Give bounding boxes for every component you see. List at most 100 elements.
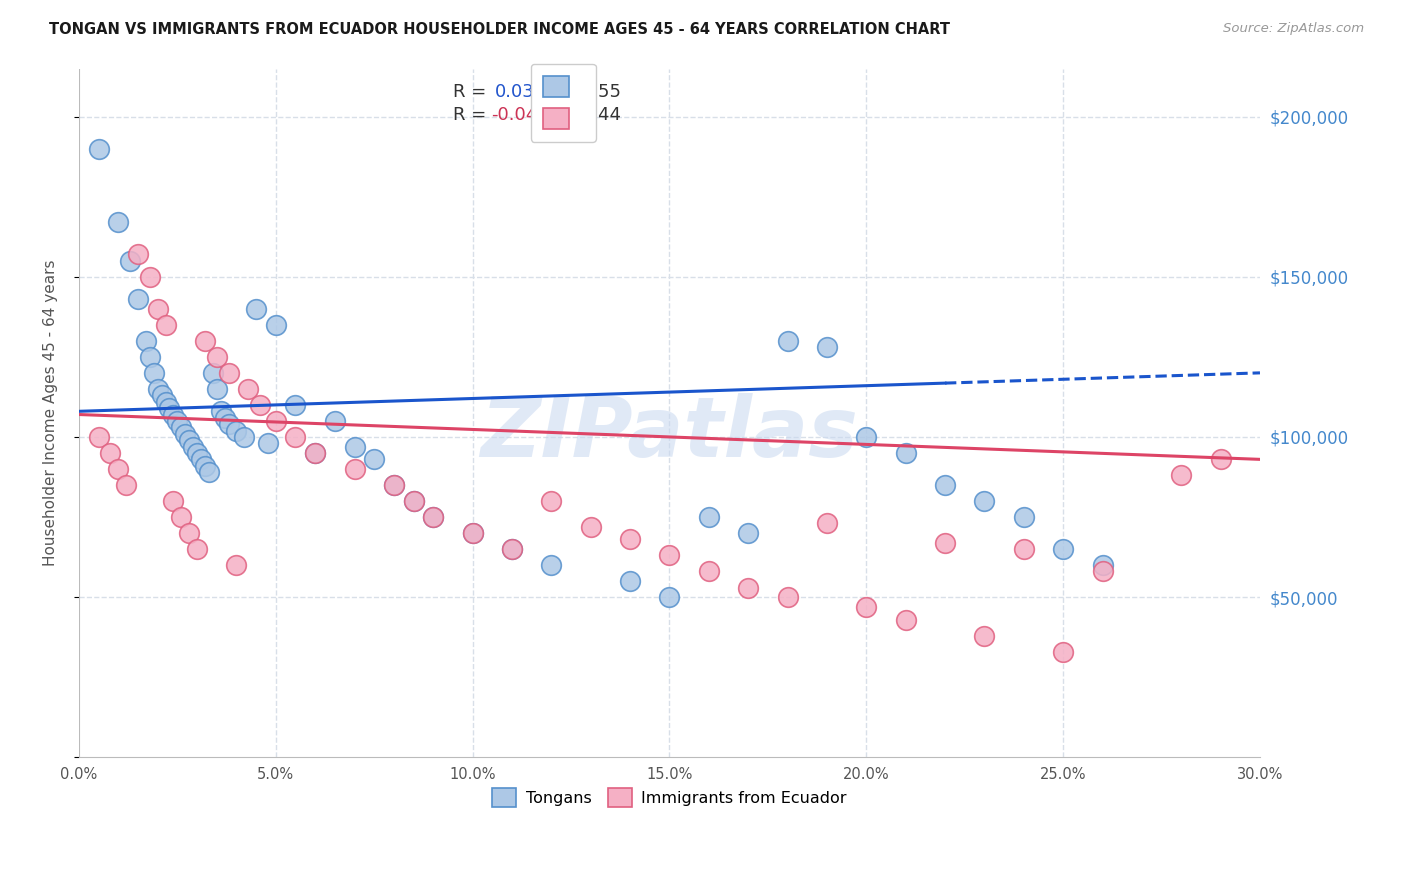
Point [162, 494, 184, 508]
Point [776, 590, 799, 604]
Point [540, 494, 562, 508]
Text: 0.030: 0.030 [495, 83, 546, 101]
Point [186, 542, 208, 557]
Text: Source: ZipAtlas.com: Source: ZipAtlas.com [1223, 22, 1364, 36]
Point [382, 478, 405, 492]
Point [139, 269, 162, 284]
Point [209, 404, 232, 418]
Point [284, 430, 307, 444]
Point [142, 366, 165, 380]
Y-axis label: Householder Income Ages 45 - 64 years: Householder Income Ages 45 - 64 years [44, 260, 58, 566]
Text: TONGAN VS IMMIGRANTS FROM ECUADOR HOUSEHOLDER INCOME AGES 45 - 64 YEARS CORRELAT: TONGAN VS IMMIGRANTS FROM ECUADOR HOUSEH… [49, 22, 950, 37]
Point [225, 558, 247, 572]
Point [855, 599, 877, 614]
Point [461, 526, 484, 541]
Point [179, 526, 201, 541]
Point [697, 565, 720, 579]
Point [87, 430, 110, 444]
Point [87, 142, 110, 156]
Point [1052, 644, 1074, 658]
Point [194, 458, 217, 473]
Point [107, 215, 129, 229]
Point [127, 292, 149, 306]
Point [214, 410, 236, 425]
Point [934, 535, 956, 549]
Point [170, 420, 193, 434]
Point [245, 301, 267, 316]
Point [100, 446, 122, 460]
Point [422, 510, 444, 524]
Point [1209, 452, 1232, 467]
Point [1012, 510, 1035, 524]
Point [697, 510, 720, 524]
Point [343, 462, 366, 476]
Point [194, 334, 217, 348]
Text: N = 55: N = 55 [558, 83, 621, 101]
Text: N = 44: N = 44 [558, 106, 621, 124]
Point [170, 510, 193, 524]
Point [146, 301, 169, 316]
Point [1012, 542, 1035, 557]
Point [304, 446, 326, 460]
Point [205, 382, 228, 396]
Point [174, 426, 197, 441]
Point [1052, 542, 1074, 557]
Text: -0.045: -0.045 [491, 106, 548, 124]
Point [225, 424, 247, 438]
Point [135, 334, 157, 348]
Point [737, 581, 759, 595]
Point [658, 549, 681, 563]
Point [382, 478, 405, 492]
Point [855, 430, 877, 444]
Point [186, 446, 208, 460]
Point [150, 388, 173, 402]
Point [205, 350, 228, 364]
Point [579, 519, 602, 533]
Point [120, 253, 142, 268]
Point [501, 542, 523, 557]
Text: R =: R = [453, 106, 486, 124]
Point [155, 318, 177, 332]
Point [737, 526, 759, 541]
Point [1170, 468, 1192, 483]
Point [658, 590, 681, 604]
Point [201, 366, 224, 380]
Point [973, 629, 995, 643]
Point [894, 613, 917, 627]
Point [159, 401, 181, 416]
Point [257, 436, 280, 450]
Legend: Tongans, Immigrants from Ecuador: Tongans, Immigrants from Ecuador [484, 780, 855, 814]
Point [934, 478, 956, 492]
Point [127, 247, 149, 261]
Point [894, 446, 917, 460]
Point [107, 462, 129, 476]
Point [540, 558, 562, 572]
Point [1091, 565, 1114, 579]
Point [139, 350, 162, 364]
Point [218, 417, 240, 431]
Point [264, 318, 287, 332]
Point [343, 440, 366, 454]
Point [422, 510, 444, 524]
Point [179, 433, 201, 447]
Point [233, 430, 256, 444]
Text: ZIPatlas: ZIPatlas [481, 393, 859, 474]
Point [238, 382, 260, 396]
Point [619, 533, 641, 547]
Point [218, 366, 240, 380]
Point [776, 334, 799, 348]
Point [249, 398, 271, 412]
Point [166, 414, 188, 428]
Point [815, 340, 838, 354]
Point [181, 440, 204, 454]
Point [284, 398, 307, 412]
Point [1091, 558, 1114, 572]
Point [115, 478, 138, 492]
Point [461, 526, 484, 541]
Point [198, 465, 221, 479]
Text: R =: R = [453, 83, 486, 101]
Point [363, 452, 385, 467]
Point [190, 452, 212, 467]
Point [402, 494, 425, 508]
Point [155, 394, 177, 409]
